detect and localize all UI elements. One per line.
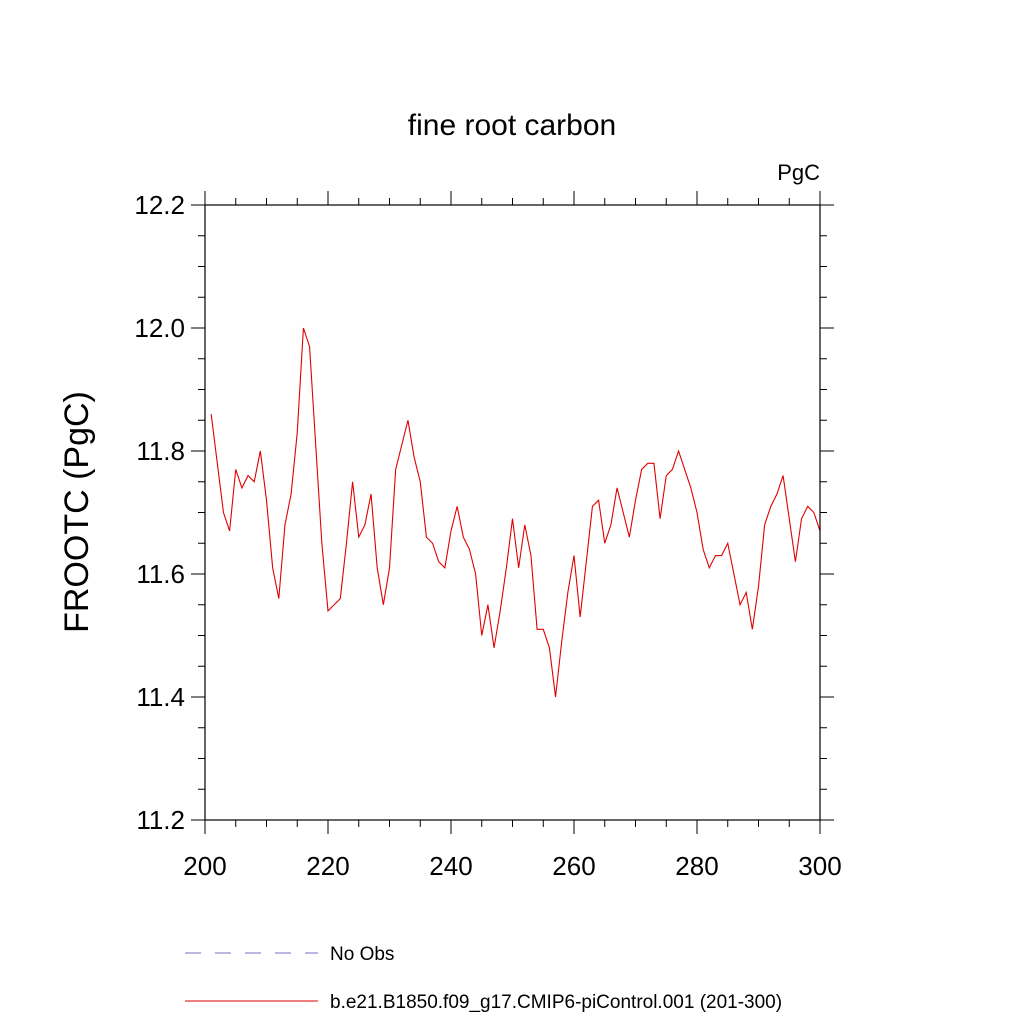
- legend-label-picontrol: b.e21.B1850.f09_g17.CMIP6-piControl.001 …: [330, 992, 782, 1013]
- axis-ticks: [191, 191, 834, 834]
- y-tick-label: 12.0: [134, 313, 185, 343]
- x-tick-label: 200: [183, 851, 226, 881]
- y-tick-label: 11.2: [136, 805, 185, 835]
- y-tick-label: 11.6: [136, 559, 185, 589]
- units-label: PgC: [777, 160, 820, 185]
- tick-labels: 11.2 11.4 11.6 11.8 12.0 12.2 200 220 240 260 280 3…: [134, 190, 841, 881]
- y-tick-label: 11.8: [136, 436, 185, 466]
- x-tick-label: 280: [675, 851, 718, 881]
- x-tick-label: 300: [798, 851, 841, 881]
- series-line-picontrol: [210, 327, 821, 698]
- chart-title: fine root carbon: [408, 109, 616, 142]
- legend-label-no-obs: No Obs: [330, 944, 394, 965]
- y-tick-label: 11.4: [136, 682, 185, 712]
- x-tick-label: 220: [306, 851, 349, 881]
- legend: No Obs b.e21.B1850.f09_g17.CMIP6-piContr…: [185, 944, 782, 1013]
- plot-series: [210, 327, 821, 698]
- x-tick-label: 240: [429, 851, 472, 881]
- plot-frame: [204, 204, 821, 821]
- y-tick-label: 12.2: [134, 190, 185, 220]
- x-tick-label: 260: [552, 851, 595, 881]
- y-axis-label: FROOTC (PgC): [58, 391, 96, 633]
